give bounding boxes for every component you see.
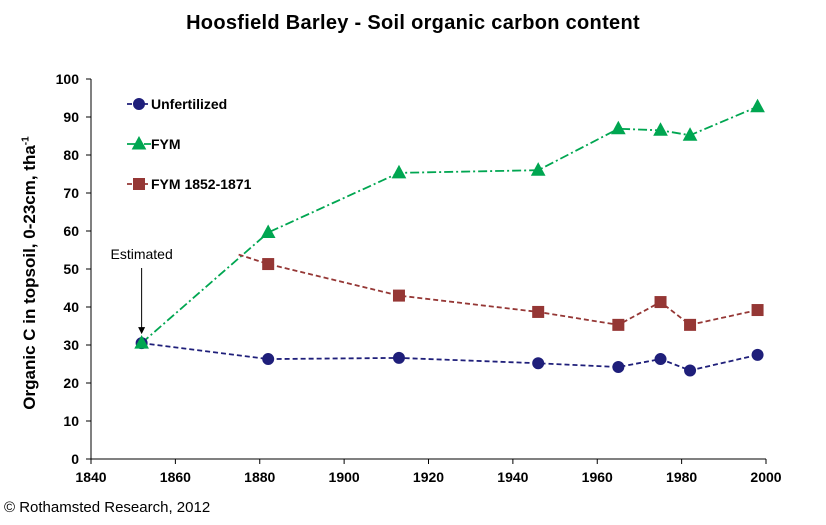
axes: 0 10 20 30 40 50 60 70 80 90 100 1840 1860 1880 1900 19… bbox=[56, 71, 782, 485]
y-tick-label: 20 bbox=[63, 375, 79, 391]
annotations: Estimated bbox=[111, 246, 173, 335]
data-point-fym bbox=[391, 164, 407, 179]
legend-marker-fym bbox=[131, 135, 147, 150]
legend-label-fym: FYM bbox=[151, 136, 181, 152]
data-point-fym bbox=[682, 127, 698, 141]
y-tick-label: 50 bbox=[63, 261, 79, 277]
legend-label-fym-1852-1871: FYM 1852-1871 bbox=[151, 176, 252, 192]
data-point-fym bbox=[750, 98, 765, 113]
data-point-unfertilized bbox=[612, 361, 625, 374]
data-point-fym-1852-1871 bbox=[751, 304, 764, 317]
x-tick-label: 2000 bbox=[750, 469, 781, 485]
y-tick-label: 30 bbox=[63, 337, 79, 353]
y-tick-label: 0 bbox=[71, 451, 79, 467]
x-tick-label: 1940 bbox=[497, 469, 528, 485]
series-lines bbox=[141, 105, 758, 372]
data-point-unfertilized bbox=[654, 353, 667, 366]
y-tick-label: 10 bbox=[63, 413, 79, 429]
data-point-fym-1852-1871 bbox=[684, 318, 697, 331]
annotation-label: Estimated bbox=[111, 246, 173, 262]
data-point-unfertilized bbox=[684, 364, 697, 377]
data-point-fym-1852-1871 bbox=[654, 296, 667, 309]
data-point-fym bbox=[611, 120, 626, 135]
y-tick-label: 70 bbox=[63, 185, 79, 201]
data-point-fym bbox=[134, 335, 149, 349]
data-point-fym bbox=[653, 122, 668, 136]
x-tick-label: 1960 bbox=[582, 469, 613, 485]
x-tick-label: 1980 bbox=[666, 469, 697, 485]
legend-label-unfertilized: Unfertilized bbox=[151, 96, 227, 112]
data-point-unfertilized bbox=[751, 348, 764, 361]
data-point-unfertilized bbox=[392, 351, 405, 364]
y-tick-label: 90 bbox=[63, 109, 79, 125]
data-point-fym-1852-1871 bbox=[392, 289, 405, 302]
y-tick-label: 80 bbox=[63, 147, 79, 163]
y-tick-label: 60 bbox=[63, 223, 79, 239]
data-point-fym bbox=[260, 224, 276, 239]
series-line-fym-1852-1871 bbox=[238, 253, 758, 326]
annotation-arrow-head bbox=[138, 327, 146, 335]
x-tick-label: 1840 bbox=[75, 469, 106, 485]
y-tick-label: 40 bbox=[63, 299, 79, 315]
legend-marker-fym-1852-1871 bbox=[133, 178, 145, 190]
x-tick-label: 1920 bbox=[413, 469, 444, 485]
data-point-fym-1852-1871 bbox=[612, 318, 625, 331]
data-point-unfertilized bbox=[532, 357, 545, 370]
data-point-fym-1852-1871 bbox=[262, 258, 275, 271]
x-tick-label: 1860 bbox=[160, 469, 191, 485]
legend-marker-unfertilized bbox=[133, 98, 145, 110]
y-tick-label: 100 bbox=[56, 71, 80, 87]
series-markers bbox=[134, 98, 765, 377]
data-point-fym-1852-1871 bbox=[532, 305, 545, 318]
series-line-fym bbox=[141, 105, 758, 344]
x-tick-label: 1880 bbox=[244, 469, 275, 485]
data-point-unfertilized bbox=[262, 353, 275, 366]
chart-title: Hoosfield Barley - Soil organic carbon c… bbox=[186, 12, 640, 34]
data-point-fym bbox=[530, 162, 546, 176]
copyright-notice: © Rothamsted Research, 2012 bbox=[4, 499, 211, 516]
legend: Unfertilized FYM FYM 1852-1871 bbox=[127, 96, 252, 192]
x-tick-label: 1900 bbox=[329, 469, 360, 485]
